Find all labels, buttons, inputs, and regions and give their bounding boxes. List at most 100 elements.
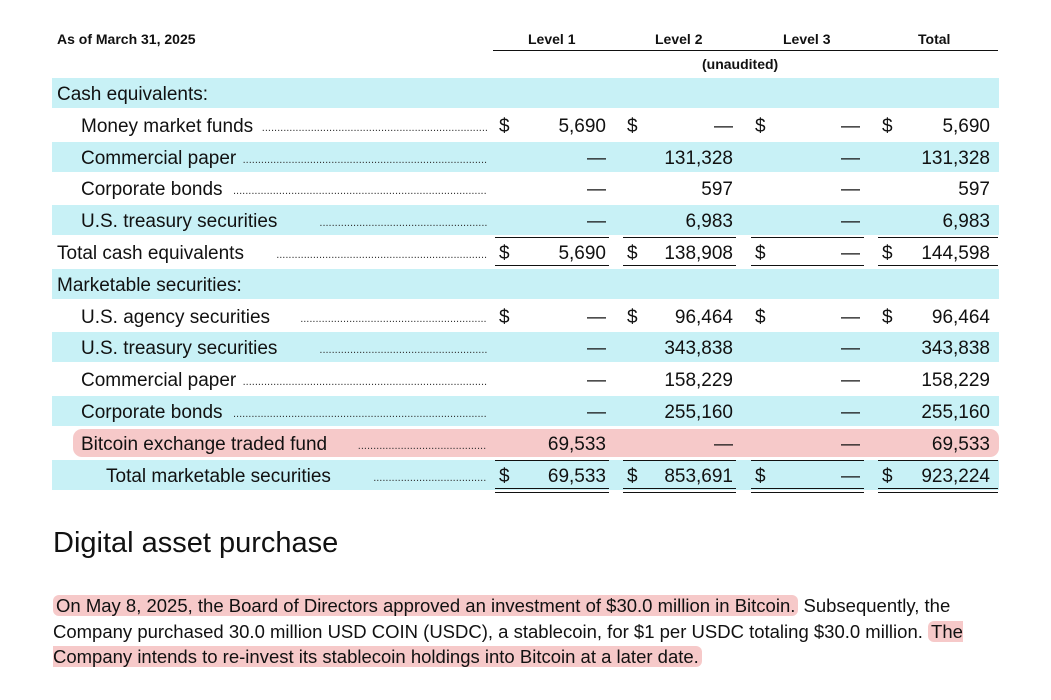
row-label: U.S. treasury securities xyxy=(81,338,278,360)
cell-l1: — xyxy=(587,179,606,201)
cell-l2: 343,838 xyxy=(664,338,733,360)
dot-leader: ........................................… xyxy=(276,249,487,261)
currency-symbol: $ xyxy=(627,465,638,487)
currency-symbol: $ xyxy=(499,465,510,487)
table-row: Total marketable securities.............… xyxy=(52,459,999,493)
currency-symbol: $ xyxy=(627,306,638,328)
dot-leader: ........................................… xyxy=(242,376,487,389)
cell-total: 923,224 xyxy=(921,465,990,487)
cell-l2: 255,160 xyxy=(664,402,733,423)
col-header-level1: Level 1 xyxy=(528,31,576,47)
currency-symbol: $ xyxy=(755,243,766,264)
row-label: U.S. treasury securities xyxy=(81,211,278,233)
cell-l2: 131,328 xyxy=(664,147,733,169)
currency-symbol: $ xyxy=(627,243,638,264)
col-header-level2: Level 2 xyxy=(655,31,703,47)
cell-l1: — xyxy=(587,370,606,392)
row-label: Money market funds xyxy=(81,115,254,137)
cell-total: 255,160 xyxy=(921,402,990,423)
total-double-rule xyxy=(623,487,736,493)
table-row: Commercial paper........................… xyxy=(52,141,999,172)
section-paragraph: On May 8, 2025, the Board of Directors a… xyxy=(53,593,1013,670)
table-row: Marketable securities: xyxy=(52,268,999,299)
subtotal-rule xyxy=(878,237,998,238)
cell-l3: — xyxy=(841,402,860,423)
row-label: Total marketable securities xyxy=(106,465,331,487)
cell-l3: — xyxy=(841,179,860,201)
row-label: Marketable securities: xyxy=(57,274,242,296)
cell-l1: 69,533 xyxy=(547,465,606,487)
currency-symbol: $ xyxy=(755,115,766,137)
dot-leader: ........................................… xyxy=(233,185,487,198)
subtotal-rule xyxy=(623,237,736,238)
cell-l2: 158,229 xyxy=(664,370,733,392)
cell-total: 6,983 xyxy=(942,211,990,233)
cell-total: 158,229 xyxy=(921,370,990,392)
paragraph-text: Subsequently, the Company purchased 30.0… xyxy=(53,595,951,642)
cell-l1: — xyxy=(587,211,606,233)
cell-total: 5,690 xyxy=(942,115,990,137)
col-header-level3: Level 3 xyxy=(783,31,831,47)
subtotal-rule xyxy=(751,237,864,238)
cell-total: 69,533 xyxy=(931,433,990,455)
cell-l1: — xyxy=(587,306,606,328)
cell-l1: — xyxy=(587,338,606,360)
as-of-date: As of March 31, 2025 xyxy=(57,31,196,47)
row-label: Commercial paper xyxy=(81,370,237,392)
subtotal-rule xyxy=(495,459,609,461)
dot-leader: ........................................… xyxy=(261,121,487,134)
cell-total: 96,464 xyxy=(931,306,990,328)
cell-l2: 96,464 xyxy=(674,306,733,328)
cell-l1: 5,690 xyxy=(558,115,606,137)
currency-symbol: $ xyxy=(499,115,510,137)
section-title: Digital asset purchase xyxy=(53,527,339,559)
cell-total: 144,598 xyxy=(921,243,990,264)
dot-leader: ........................................… xyxy=(242,153,487,166)
subtotal-rule xyxy=(751,459,864,461)
table-row: U.S. agency securities..................… xyxy=(52,301,999,331)
cell-l3: — xyxy=(841,465,860,487)
row-label: Cash equivalents: xyxy=(57,84,209,105)
currency-symbol: $ xyxy=(882,306,893,328)
header-rule xyxy=(493,50,998,51)
dot-leader: ........................................… xyxy=(319,217,487,230)
table-row: Corporate bonds.........................… xyxy=(52,173,999,203)
cell-l2: 138,908 xyxy=(664,243,733,264)
table-row: Corporate bonds.........................… xyxy=(52,396,999,426)
subtotal-rule xyxy=(623,459,736,461)
dot-leader: ........................................… xyxy=(233,408,487,420)
cell-total: 131,328 xyxy=(921,147,990,169)
row-label: Total cash equivalents xyxy=(57,243,244,264)
cell-total: 597 xyxy=(958,179,990,201)
cell-l3: — xyxy=(841,338,860,360)
highlighted-sentence-1: On May 8, 2025, the Board of Directors a… xyxy=(53,595,799,616)
row-label: Corporate bonds xyxy=(81,402,223,423)
currency-symbol: $ xyxy=(882,115,893,137)
subtotal-rule xyxy=(495,237,609,238)
cell-l2: 6,983 xyxy=(685,211,733,233)
row-label: Corporate bonds xyxy=(81,179,223,201)
cell-l3: — xyxy=(841,370,860,392)
total-double-rule xyxy=(495,487,609,493)
dot-leader: ........................................… xyxy=(300,312,487,325)
cell-l1: — xyxy=(587,402,606,423)
currency-symbol: $ xyxy=(755,306,766,328)
row-label: Commercial paper xyxy=(81,147,237,169)
dot-leader: ........................................… xyxy=(357,439,487,452)
dot-leader: ........................................… xyxy=(319,344,487,357)
dot-leader: ........................................… xyxy=(373,471,487,484)
total-double-rule xyxy=(751,487,864,493)
table-row: U.S. treasury securities................… xyxy=(52,332,999,363)
cell-l1: 69,533 xyxy=(547,433,606,455)
table-row: Total cash equivalents..................… xyxy=(52,237,999,270)
cell-l2: — xyxy=(714,115,733,137)
table-row: Bitcoin exchange traded fund............… xyxy=(52,428,999,458)
cell-l3: — xyxy=(841,306,860,328)
cell-l2: 597 xyxy=(701,179,733,201)
cell-l3: — xyxy=(841,433,860,455)
cell-l3: — xyxy=(841,243,860,264)
table-row: Commercial paper........................… xyxy=(52,364,999,394)
table-row: Money market funds......................… xyxy=(52,110,999,140)
row-highlight xyxy=(73,428,999,457)
table-row: Cash equivalents: xyxy=(52,78,999,108)
